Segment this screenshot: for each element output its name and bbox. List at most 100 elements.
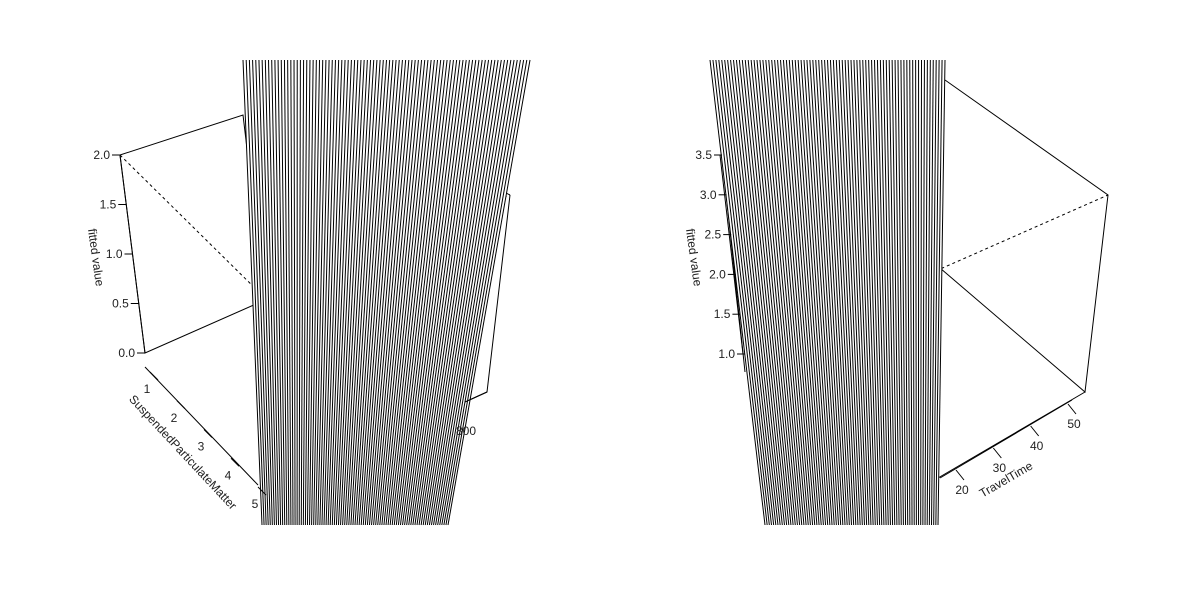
surface-line (360, 59, 397, 526)
surface-line (928, 59, 934, 526)
z-axis-label: fitted value (85, 228, 107, 288)
surface-line (835, 59, 859, 526)
surface-line (933, 59, 940, 526)
surface-line (298, 59, 301, 526)
surface-line (791, 59, 827, 526)
surface-line (815, 59, 844, 526)
surface-line (926, 59, 931, 526)
surface-line (393, 59, 448, 526)
surface-line (738, 59, 788, 526)
surface-line (897, 59, 904, 526)
surface-line (847, 59, 868, 526)
surface-line (245, 59, 265, 526)
surface-line (879, 59, 891, 526)
surface-line (304, 59, 311, 526)
surface-line (428, 59, 502, 526)
x-axis-label: SuspendedParticulateMatter (126, 392, 240, 512)
surface-right (709, 59, 946, 526)
surface-line (853, 59, 872, 526)
surface-line (794, 59, 829, 526)
surface-line (441, 59, 521, 526)
surface-line (771, 59, 811, 526)
surface-line (774, 59, 814, 526)
surface-line (317, 59, 330, 526)
surface-line (924, 59, 928, 526)
surface-line (912, 59, 915, 526)
surface-line (364, 59, 403, 526)
y-axis-left: 800 (456, 391, 488, 438)
surface-line (302, 59, 308, 526)
x-tick-label: 40 (1030, 439, 1044, 453)
surface-line (827, 59, 852, 526)
surface-line (293, 59, 296, 526)
surface-line (818, 59, 846, 526)
surface-line (321, 59, 336, 526)
surface-line (290, 59, 294, 526)
surface-line (416, 59, 483, 526)
surface-line (366, 59, 407, 526)
surface-line (824, 59, 850, 526)
x-tick (149, 371, 159, 381)
z-axis-left: 0.0 0.5 1.0 1.5 2.0 fitted value (85, 148, 146, 360)
x-tick (955, 469, 965, 481)
surface-line (383, 59, 432, 526)
x-tick-label: 3 (198, 440, 205, 454)
surface-line (368, 59, 410, 526)
surface-line (362, 59, 400, 526)
surface-line (809, 59, 840, 526)
surface-line (765, 59, 807, 526)
surface-line (812, 59, 842, 526)
z-tick-label: 2.0 (709, 267, 726, 281)
surface-line (874, 59, 887, 526)
surface-line (414, 59, 480, 526)
surface-line (329, 59, 349, 526)
surface-line (377, 59, 423, 526)
surface-line (331, 59, 352, 526)
x-tick (203, 429, 213, 438)
surface-line (744, 59, 792, 526)
surface-line (306, 59, 314, 526)
surface-line (909, 59, 913, 526)
surface-line (806, 59, 837, 526)
surface-line (410, 59, 474, 526)
surface-line (433, 59, 509, 526)
surface-line (337, 59, 362, 526)
z-tick-label: 2.5 (705, 228, 722, 242)
z-tick-label: 1.5 (100, 198, 117, 212)
surface-line (325, 59, 343, 526)
surface-line (439, 59, 518, 526)
surface-line (871, 59, 885, 526)
surface-line (313, 59, 324, 526)
surface-line (381, 59, 429, 526)
surface-line (888, 59, 898, 526)
surface-line (759, 59, 803, 526)
surface-line (350, 59, 381, 526)
surface-line (735, 59, 785, 526)
surface-line (856, 59, 874, 526)
surface-line (785, 59, 822, 526)
surface-left (242, 59, 531, 526)
surface-line (327, 59, 346, 526)
z-tick-label: 0.5 (112, 297, 129, 311)
x-tick-label: 4 (225, 468, 232, 482)
surface-line (821, 59, 848, 526)
surface-line (750, 59, 796, 526)
surface-line (404, 59, 464, 526)
surface-line (258, 59, 273, 526)
surface-line (387, 59, 439, 526)
surface-line (333, 59, 356, 526)
surface-line (430, 59, 505, 526)
surface-line (935, 59, 943, 526)
surface-line (894, 59, 902, 526)
surface-line (803, 59, 835, 526)
z-tick-label: 1.0 (718, 347, 735, 361)
surface-line (418, 59, 486, 526)
x-tick-label: 20 (955, 483, 969, 497)
surface-line (906, 59, 911, 526)
surface-line (344, 59, 372, 526)
surface-line (340, 59, 365, 526)
surface-line (352, 59, 384, 526)
surface-line (426, 59, 499, 526)
surface-line (841, 59, 863, 526)
